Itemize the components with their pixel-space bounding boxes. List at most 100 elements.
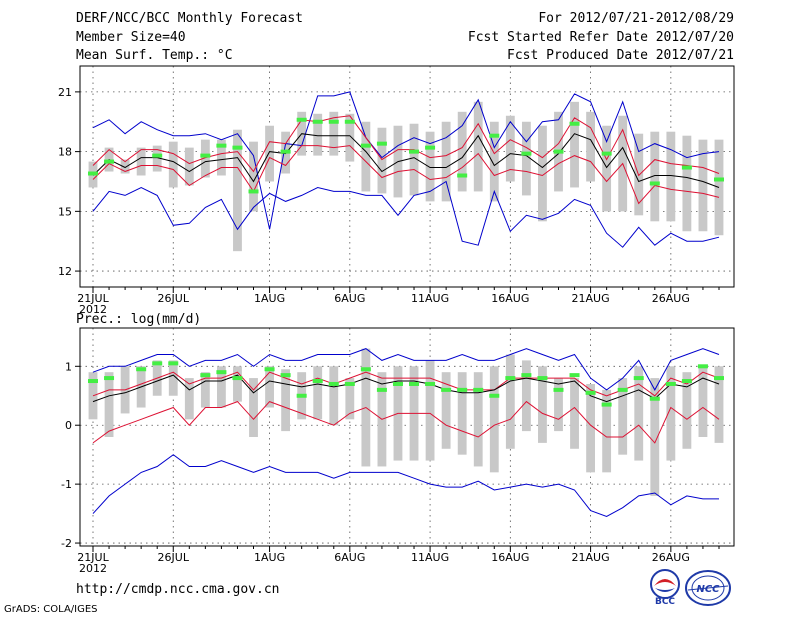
precip-series-min: [92, 454, 719, 518]
temp-observed-day-21: [409, 149, 420, 154]
precip-observed-day-20: [392, 381, 403, 386]
temp-box-day-3: [120, 159, 130, 174]
temp-observed-day-10: [232, 145, 243, 150]
temp-observed-day-26: [489, 133, 500, 138]
temp-xtick-label-2: 1AUG: [254, 292, 285, 305]
precip-xtick-label-5: 16AUG: [491, 551, 529, 564]
temp-series-lower: [92, 145, 720, 205]
precip-box-day-2: [104, 372, 114, 437]
precip-observed-day-28: [521, 373, 532, 378]
temp-observed-day-40: [714, 177, 724, 182]
temp-observed-day-14: [296, 117, 307, 122]
temp-box-day-10: [233, 129, 242, 252]
precip-observed-day-33: [601, 402, 612, 407]
temp-box-day-25: [473, 101, 483, 192]
precip-observed-day-31: [569, 373, 580, 378]
precip-observed-day-34: [617, 387, 628, 392]
temp-box-day-8: [200, 139, 210, 178]
precip-xtick-label-0: 21JUL: [77, 551, 109, 564]
precip-box-day-11: [249, 378, 258, 437]
forecast-period: For 2012/07/21-2012/08/29: [538, 11, 734, 26]
precip-box-day-36: [650, 378, 660, 496]
precip-observed-day-5: [152, 361, 163, 366]
temp-observed-day-17: [344, 119, 355, 124]
precip-observed-day-14: [296, 393, 307, 398]
precip-observed-day-29: [537, 376, 548, 381]
precip-observed-day-16: [328, 381, 339, 386]
precip-observed-day-2: [104, 376, 115, 381]
temp-box-day-24: [457, 111, 467, 192]
temp-box-day-27: [505, 115, 515, 182]
temp-box-day-37: [666, 131, 676, 222]
precip-observed-day-24: [457, 387, 468, 392]
precip-xtick-label-3: 6AUG: [334, 551, 365, 564]
precip-observed-day-39: [697, 364, 708, 369]
precip-box-day-6: [168, 360, 178, 396]
precip-observed-day-17: [344, 381, 355, 386]
precip-box-day-28: [521, 360, 531, 432]
temp-xtick-label-1: 26JUL: [158, 292, 190, 305]
temp-box-day-29: [538, 125, 547, 222]
precip-box-day-7: [184, 378, 194, 420]
temp-xtick-label-7: 26AUG: [652, 292, 690, 305]
temp-xtick-label-0: 21JUL: [77, 292, 109, 305]
temp-ytick-label-1: 15: [58, 205, 72, 218]
precip-xtick-label-1: 26JUL: [158, 551, 190, 564]
precip-xtick-label-6: 21AUG: [572, 551, 610, 564]
precip-observed-day-8: [200, 373, 211, 378]
temp-ytick-label-3: 21: [58, 86, 72, 99]
forecast-produced-date: Fcst Produced Date 2012/07/21: [507, 48, 734, 63]
temp-box-day-9: [216, 139, 226, 176]
precip-observed-day-23: [441, 387, 452, 392]
precip-series-upper: [92, 371, 720, 397]
variable-label: Mean Surf. Temp.: °C: [76, 48, 233, 63]
temp-ytick-label-2: 18: [58, 146, 72, 159]
temp-box-day-39: [698, 139, 708, 232]
grads-credit: GrADS: COLA/IGES: [4, 604, 98, 615]
temp-plot-frame: [79, 65, 735, 288]
footer-url[interactable]: http://cmdp.ncc.cma.gov.cn: [76, 582, 280, 597]
precip-observed-day-18: [360, 367, 371, 372]
precip-observed-day-27: [505, 376, 516, 381]
member-size-label: Member Size=40: [76, 30, 186, 45]
temp-observed-day-22: [425, 145, 436, 150]
temp-xtick-label-3: 6AUG: [334, 292, 365, 305]
temp-observed-day-13: [280, 149, 291, 154]
precip-observed-day-35: [633, 376, 644, 381]
bcc-logo: BCC: [650, 569, 680, 607]
precip-box-day-22: [425, 360, 435, 461]
temp-observed-day-31: [569, 121, 580, 126]
temp-box-day-32: [586, 111, 596, 182]
precip-observed-day-6: [168, 361, 179, 366]
precip-observed-day-1: [88, 379, 98, 384]
precip-box-day-13: [281, 369, 291, 432]
temp-box-day-15: [313, 113, 323, 156]
temp-observed-day-11: [248, 189, 259, 194]
precip-observed-day-12: [264, 367, 275, 372]
precip-observed-day-40: [714, 376, 724, 381]
temp-observed-day-18: [360, 143, 371, 148]
precip-series-lower: [92, 400, 720, 444]
temp-series-max: [92, 91, 720, 230]
temp-observed-day-30: [553, 149, 564, 154]
temp-box-day-18: [361, 121, 371, 192]
temp-observed-day-38: [681, 165, 692, 170]
temp-series-mean: [92, 133, 720, 188]
forecast-started-date: Fcst Started Refer Date 2012/07/20: [467, 30, 734, 45]
precip-observed-day-38: [681, 379, 692, 384]
temp-box-day-16: [329, 111, 339, 156]
temp-box-day-38: [682, 135, 692, 232]
precip-xtick-year-label: 2012: [79, 562, 107, 575]
bcc-logo-text: BCC: [655, 597, 675, 607]
precip-observed-day-21: [409, 381, 420, 386]
temp-box-day-17: [345, 113, 355, 162]
precip-box-day-17: [345, 378, 355, 420]
precip-xtick-label-7: 26AUG: [652, 551, 690, 564]
temp-box-day-21: [409, 123, 419, 196]
precip-observed-day-10: [232, 376, 243, 381]
precip-plot-frame: [79, 327, 735, 547]
chart-title: DERF/NCC/BCC Monthly Forecast: [76, 11, 303, 26]
precip-xtick-label-4: 11AUG: [411, 551, 449, 564]
temp-series-min: [92, 180, 720, 248]
